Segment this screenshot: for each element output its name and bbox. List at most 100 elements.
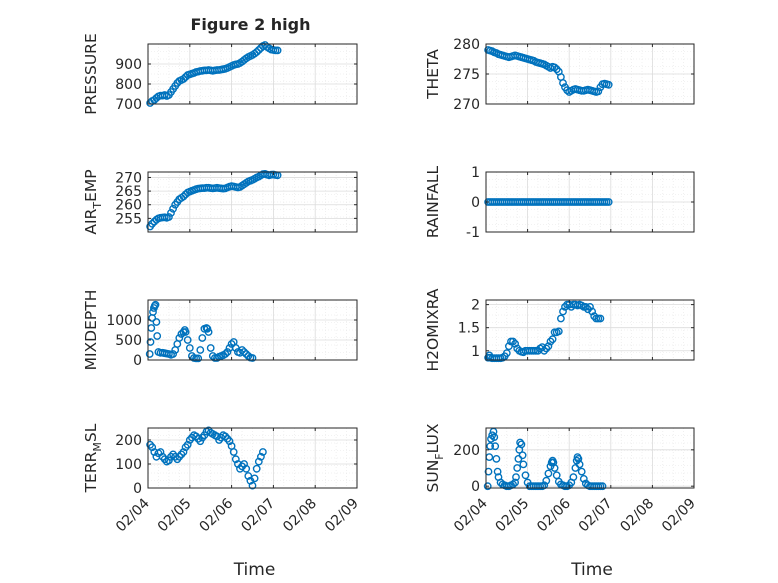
data-point xyxy=(240,348,249,356)
data-point xyxy=(254,46,263,54)
y-axis-label: AIRTEMP xyxy=(82,169,104,234)
data-point xyxy=(252,464,261,473)
x-axis-label: Time xyxy=(570,560,613,580)
data-point xyxy=(196,346,205,354)
data-point xyxy=(250,474,259,483)
y-tick-label: 1000 xyxy=(106,313,142,329)
y-axis-label-subscript: T xyxy=(91,202,104,210)
data-point xyxy=(569,473,578,481)
data-point xyxy=(557,314,565,323)
data-point xyxy=(575,460,584,469)
series-theta xyxy=(484,46,613,96)
data-point xyxy=(559,307,567,316)
data-point xyxy=(252,48,261,56)
axes-box xyxy=(485,427,695,489)
data-point xyxy=(227,340,236,348)
y-tick-label: 0 xyxy=(471,479,480,495)
y-tick-label: 265 xyxy=(115,184,142,200)
data-point xyxy=(604,198,613,206)
y-axis-label-rest: LUX xyxy=(424,423,442,453)
data-point xyxy=(549,458,558,467)
data-point xyxy=(502,349,511,357)
panel-pressure: 700 800 900 PRESSURE xyxy=(82,33,358,115)
data-point xyxy=(151,300,160,309)
y-tick-label: 280 xyxy=(453,37,480,53)
data-point xyxy=(542,476,551,485)
data-point xyxy=(509,337,517,346)
y-axis-label-main: SUN xyxy=(424,460,442,493)
data-point xyxy=(484,467,493,476)
x-tick-label: 02/07 xyxy=(576,496,616,536)
data-point xyxy=(519,460,528,469)
x-tick-label: 02/08 xyxy=(617,496,657,536)
data-point xyxy=(512,473,520,481)
data-point xyxy=(550,464,559,472)
data-point xyxy=(169,350,178,358)
data-point xyxy=(145,350,154,358)
y-axis-label: H2OMIXRA xyxy=(424,288,442,371)
data-point xyxy=(544,469,553,478)
data-point xyxy=(492,454,501,463)
data-point xyxy=(517,440,526,449)
y-tick-label: 0 xyxy=(133,481,142,497)
x-tick-label: 02/09 xyxy=(322,496,362,536)
y-tick-label: 270 xyxy=(115,170,142,186)
data-point xyxy=(153,332,162,340)
data-point xyxy=(483,482,492,491)
y-tick-label: 255 xyxy=(115,211,142,227)
data-point xyxy=(493,467,502,476)
x-axis-label: Time xyxy=(233,560,276,580)
x-tick-label: 02/05 xyxy=(493,496,533,536)
y-axis-label: RAINFALL xyxy=(424,165,442,238)
x-tick-label: 02/09 xyxy=(659,496,699,536)
x-tick-label: 02/05 xyxy=(155,496,195,536)
data-point xyxy=(491,442,500,451)
y-axis-label-rest: EMP xyxy=(82,169,100,202)
data-point xyxy=(486,442,495,451)
y-axis-label: TERRMSL xyxy=(82,423,104,493)
x-tick-label: 02/04 xyxy=(451,495,491,535)
data-point xyxy=(550,63,559,72)
data-point xyxy=(229,448,238,456)
axes-box xyxy=(147,43,358,105)
x-tick-label: 02/06 xyxy=(534,495,574,535)
y-tick-label: 200 xyxy=(453,443,480,459)
series-air_temp xyxy=(146,169,282,231)
panel-terr_msl: 0 100 200 TERRMSL 02/04 02/05 02/06 02/07 02/08 0… xyxy=(82,423,362,580)
y-tick-label: 200 xyxy=(115,433,142,449)
data-point xyxy=(604,80,613,89)
data-point xyxy=(596,314,605,323)
data-point xyxy=(248,481,257,490)
data-point xyxy=(206,344,215,352)
y-tick-label: 100 xyxy=(115,457,142,473)
y-tick-label: 500 xyxy=(115,333,142,349)
y-axis-label: THETA xyxy=(424,49,442,100)
panel-rainfall: -1 0 1 RAINFALL xyxy=(424,165,695,241)
x-tick-label: 02/06 xyxy=(197,495,237,535)
data-point xyxy=(546,337,555,346)
x-tick-label: 02/04 xyxy=(113,495,153,535)
series-terr_msl xyxy=(146,426,267,490)
data-point xyxy=(542,344,551,353)
data-point xyxy=(223,348,232,356)
data-point xyxy=(511,339,519,348)
data-point xyxy=(179,192,188,201)
data-point xyxy=(513,464,522,472)
data-point xyxy=(183,336,192,344)
axes-box xyxy=(147,427,358,489)
series-pressure xyxy=(146,41,282,107)
data-point xyxy=(521,471,530,480)
data-point xyxy=(594,87,603,96)
data-point xyxy=(598,482,607,491)
y-tick-label: 260 xyxy=(115,198,142,214)
panel-mixdepth: 0 500 1000 MIXDEPTH xyxy=(82,290,358,370)
data-point xyxy=(544,342,553,351)
y-axis-label-main: TERR xyxy=(82,451,100,493)
axes-box xyxy=(147,171,358,233)
axes-box xyxy=(147,299,358,361)
data-point xyxy=(221,350,230,358)
y-tick-label: 1.5 xyxy=(458,321,480,337)
y-axis-label-subscript: M xyxy=(91,442,104,452)
